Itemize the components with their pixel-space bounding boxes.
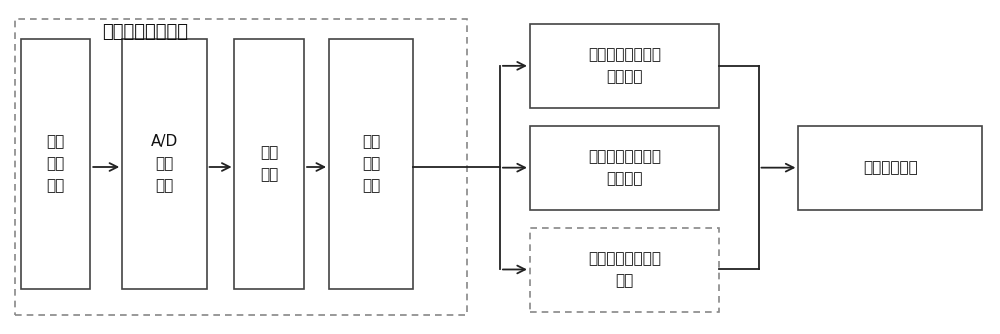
Text: 生成报表模块: 生成报表模块 [863,160,918,175]
Text: 滤波
模块: 滤波 模块 [260,145,278,182]
Bar [329,39,413,289]
Bar [530,24,719,108]
Text: A/D
转换
模块: A/D 转换 模块 [151,134,178,193]
Bar [122,39,207,289]
Bar [798,126,982,210]
Text: 频谱
转换
模块: 频谱 转换 模块 [362,134,380,193]
Text: 电机空载转速测量
模块: 电机空载转速测量 模块 [588,251,661,288]
Bar [530,126,719,210]
Text: 频域信号获取模块: 频域信号获取模块 [102,23,188,40]
Bar [530,228,719,312]
Bar [234,39,304,289]
Bar [21,39,90,289]
Bar [15,19,467,315]
Text: 电流
采样
电阻: 电流 采样 电阻 [46,134,65,193]
Text: 电机空载启动电流
检测模块: 电机空载启动电流 检测模块 [588,149,661,186]
Text: 电机空载启动电压
检测模块: 电机空载启动电压 检测模块 [588,47,661,85]
